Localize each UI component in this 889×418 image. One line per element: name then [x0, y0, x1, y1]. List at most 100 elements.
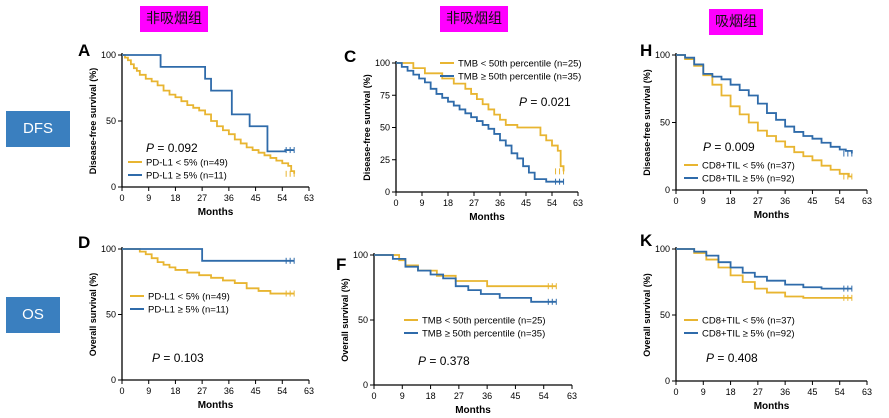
x-tick-label: 45 — [251, 386, 261, 396]
survival-curve-high — [122, 54, 295, 153]
p-value: P = 0.408 — [706, 351, 758, 365]
y-axis-label: Overall survival (%) — [642, 273, 652, 357]
legend-label: CD8+TIL < 5% (n=37) — [702, 316, 795, 327]
legend-label: TMB ≥ 50th percentile (n=35) — [422, 329, 545, 340]
panel-letter: C — [344, 47, 356, 66]
x-tick-label: 0 — [393, 198, 398, 208]
x-axis-label: Months — [469, 212, 505, 223]
km-panel-f: 0 9 18 27 36 45 54 63 0 50 100 Months Overall surviv… — [340, 250, 577, 416]
row-label-dfs: DFS — [6, 111, 70, 147]
y-tick-label: 25 — [380, 155, 390, 165]
header-right: 吸烟组 — [709, 9, 763, 35]
x-tick-label: 9 — [701, 387, 706, 397]
x-tick-label: 54 — [277, 386, 287, 396]
x-tick-label: 18 — [426, 391, 436, 401]
y-tick-label: 50 — [660, 118, 670, 128]
p-value: P = 0.009 — [703, 140, 755, 154]
x-tick-label: 54 — [835, 196, 845, 206]
survival-curve-high — [676, 248, 852, 290]
legend-label: PD-L1 ≥ 5% (n=11) — [146, 171, 227, 182]
x-tick-label: 54 — [539, 391, 549, 401]
x-tick-label: 63 — [862, 387, 872, 397]
header-left: 非吸烟组 — [140, 6, 208, 32]
legend-label: CD8+TIL ≥ 5% (n=92) — [702, 174, 795, 185]
x-tick-label: 36 — [224, 193, 234, 203]
survival-curve-low — [122, 248, 295, 295]
legend-label: CD8+TIL ≥ 5% (n=92) — [702, 329, 795, 340]
panel-letter: F — [336, 255, 346, 274]
y-tick-label: 100 — [655, 50, 670, 60]
x-tick-label: 45 — [251, 193, 261, 203]
x-tick-label: 0 — [119, 386, 124, 396]
x-tick-label: 9 — [400, 391, 405, 401]
x-axis-label: Months — [198, 207, 234, 218]
x-tick-label: 27 — [454, 391, 464, 401]
x-axis-label: Months — [455, 405, 491, 416]
survival-curve-high — [676, 54, 853, 154]
p-value: P = 0.092 — [146, 141, 198, 155]
y-tick-label: 100 — [375, 58, 390, 68]
x-tick-label: 9 — [146, 193, 151, 203]
panel-letter: K — [640, 231, 653, 250]
survival-curve-low — [122, 54, 296, 174]
km-panel-c: 0 9 18 27 36 45 54 63 0 25 50 75 100 Months Disease-fr… — [362, 58, 583, 223]
y-tick-label: 75 — [380, 90, 390, 100]
x-tick-label: 36 — [780, 387, 790, 397]
y-tick-label: 100 — [655, 244, 670, 254]
x-tick-label: 9 — [146, 386, 151, 396]
survival-curve-low — [396, 62, 565, 172]
x-axis-label: Months — [754, 210, 790, 221]
legend-label: TMB < 50th percentile (n=25) — [458, 59, 582, 70]
x-tick-label: 0 — [673, 387, 678, 397]
x-tick-label: 63 — [567, 391, 577, 401]
x-tick-label: 36 — [482, 391, 492, 401]
survival-curve-low — [676, 54, 852, 178]
x-tick-label: 54 — [547, 198, 557, 208]
y-axis-label: Overall survival (%) — [88, 273, 98, 357]
legend-label: PD-L1 ≥ 5% (n=11) — [148, 305, 229, 316]
x-tick-label: 0 — [673, 196, 678, 206]
y-axis-label: Disease-free survival (%) — [362, 74, 372, 181]
legend-label: TMB < 50th percentile (n=25) — [422, 316, 546, 327]
km-panel-h: 0 9 18 27 36 45 54 63 0 50 100 Months Disease-free s… — [642, 50, 872, 221]
x-tick-label: 45 — [807, 387, 817, 397]
x-tick-label: 36 — [224, 386, 234, 396]
y-axis-label: Overall survival (%) — [340, 278, 350, 362]
survival-curve-high — [374, 254, 557, 303]
y-tick-label: 0 — [363, 380, 368, 390]
x-tick-label: 9 — [701, 196, 706, 206]
y-tick-label: 0 — [665, 376, 670, 386]
x-tick-label: 18 — [726, 196, 736, 206]
x-tick-label: 54 — [277, 193, 287, 203]
y-tick-label: 50 — [660, 310, 670, 320]
x-tick-label: 18 — [170, 386, 180, 396]
panel-letter: H — [640, 41, 652, 60]
x-tick-label: 27 — [753, 387, 763, 397]
y-tick-label: 50 — [358, 315, 368, 325]
y-tick-label: 100 — [353, 250, 368, 260]
y-tick-label: 100 — [101, 244, 116, 254]
header-middle: 非吸烟组 — [440, 6, 508, 32]
x-axis-label: Months — [754, 401, 790, 412]
x-tick-label: 0 — [119, 193, 124, 203]
panel-letter: A — [78, 41, 90, 60]
y-tick-label: 0 — [385, 187, 390, 197]
y-axis-label: Disease-free survival (%) — [642, 69, 652, 176]
y-tick-label: 50 — [106, 310, 116, 320]
y-axis-label: Disease-free survival (%) — [88, 68, 98, 175]
x-tick-label: 63 — [573, 198, 583, 208]
x-tick-label: 63 — [862, 196, 872, 206]
panel-letter: D — [78, 233, 90, 252]
p-value: P = 0.103 — [152, 351, 204, 365]
survival-curve-high — [396, 62, 564, 183]
y-tick-label: 0 — [111, 375, 116, 385]
km-panel-k: 0 9 18 27 36 45 54 63 0 50 100 Months Overall surviv… — [642, 244, 872, 412]
x-tick-label: 54 — [835, 387, 845, 397]
y-tick-label: 0 — [665, 185, 670, 195]
p-value: P = 0.378 — [418, 354, 470, 368]
legend-label: PD-L1 < 5% (n=49) — [148, 292, 230, 303]
x-tick-label: 36 — [780, 196, 790, 206]
x-axis-label: Months — [198, 400, 234, 411]
